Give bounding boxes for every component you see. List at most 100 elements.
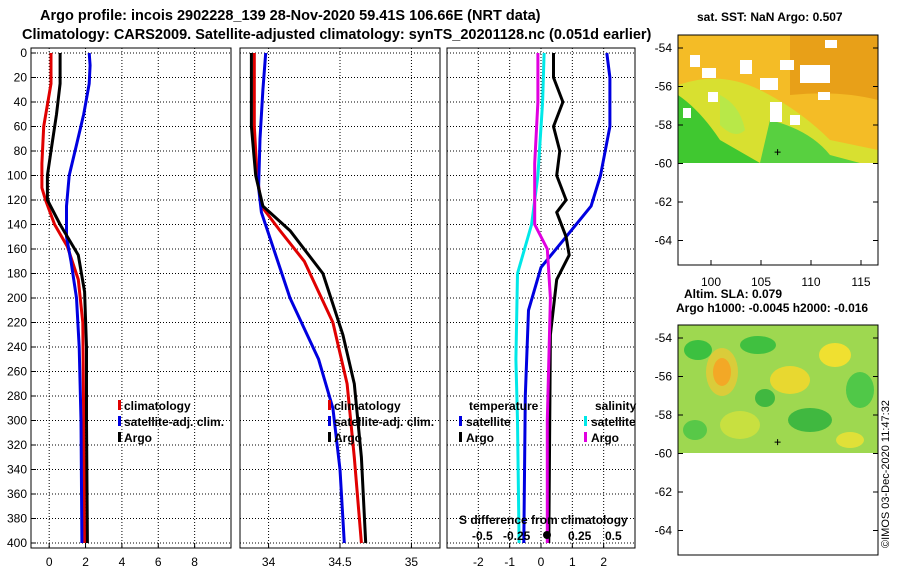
sla-eddy-mid: [720, 411, 760, 439]
x-tick-label: 34.5: [328, 555, 352, 569]
sla-eddy-high: [770, 366, 810, 394]
legend-argo: Argo: [124, 431, 152, 445]
x-tick-label: 6: [155, 555, 162, 569]
legend-sal-satellite: satellite: [591, 415, 636, 429]
legend-swatch-sal-satellite: [584, 416, 587, 426]
depth-tick-label: 220: [7, 316, 27, 330]
lat-tick-label: -64: [655, 234, 673, 248]
legend-swatch-sal-argo: [584, 432, 587, 442]
x-tick-label: 1: [569, 555, 576, 569]
legend-salinity-title: salinity: [595, 399, 637, 413]
depth-tick-label: 320: [7, 438, 27, 452]
depth-tick-label: 140: [7, 218, 27, 232]
x-tick-label: -2: [473, 555, 484, 569]
lat-tick-label: -62: [655, 195, 673, 209]
sst-nan-patch: [790, 115, 800, 125]
temperature-legend: climatology satellite-adj. clim. Argo: [118, 399, 224, 445]
sla-eddy-halo: [706, 348, 738, 396]
depth-tick-label: 160: [7, 242, 27, 256]
depth-tick-label: 120: [7, 193, 27, 207]
x-tick-label: -1: [504, 555, 515, 569]
argo-position-marker: [774, 439, 781, 446]
sst-map: sat. SST: NaN Argo: 0.507 -54 -56 -58 -60 -6…: [655, 10, 879, 289]
series-line-salinity-argo: [533, 53, 552, 543]
sla-eddy-low: [684, 340, 712, 360]
x-tick-label: 8: [191, 555, 198, 569]
lat-tick-label: -58: [655, 408, 673, 422]
legend-satellite: satellite-adj. clim.: [334, 415, 434, 429]
series-line-satellite-adj-clim-: [257, 52, 346, 544]
lat-tick-label: -64: [655, 524, 673, 538]
depth-tick-label: 240: [7, 340, 27, 354]
legend-swatch-climatology: [328, 400, 331, 410]
depth-tick-label: 300: [7, 414, 27, 428]
lat-tick-label: -56: [655, 80, 673, 94]
sst-nan-patch: [708, 92, 718, 102]
sla-eddy-low: [755, 389, 775, 407]
lon-tick-label: 115: [851, 275, 870, 289]
legend-argo: Argo: [334, 431, 362, 445]
sla-eddy-high: [819, 343, 851, 367]
x-tick-label: 2: [600, 555, 607, 569]
x-tick-label: 0: [46, 555, 53, 569]
legend-swatch-temp-satellite: [459, 416, 462, 426]
lat-tick-label: -58: [655, 118, 673, 132]
sdiff-label: S difference from climatology: [459, 513, 628, 527]
legend-swatch-argo: [328, 432, 331, 442]
sst-map-title: sat. SST: NaN Argo: 0.507: [697, 10, 843, 24]
sst-nan-patch: [690, 55, 700, 67]
salinity-legend: climatology satellite-adj. clim. Argo: [328, 399, 434, 445]
sst-nan-patch: [780, 60, 794, 70]
sst-band-green-2: [760, 120, 860, 163]
sla-map-title-2: Argo h1000: -0.0045 h2000: -0.016: [676, 301, 868, 315]
legend-swatch-satellite: [328, 416, 331, 426]
legend-swatch-climatology: [118, 400, 121, 410]
difference-legend: temperature satellite Argo salinity sate…: [459, 399, 637, 543]
sst-nan-patch: [818, 92, 830, 100]
depth-tick-label: 20: [14, 71, 28, 85]
depth-tick-label: 280: [7, 389, 27, 403]
difference-panel: -2 -1 0 1 2 temperature satellite Argo salin…: [446, 47, 637, 569]
sst-nan-patch: [770, 102, 782, 122]
lon-tick-label: 100: [701, 275, 721, 289]
legend-climatology: climatology: [334, 399, 401, 413]
x-tick-label: 0: [538, 555, 545, 569]
sst-nan-patch: [760, 78, 778, 90]
sdiff-zero-marker: [543, 531, 551, 539]
depth-tick-label: 260: [7, 365, 27, 379]
series-line-temperature-satellite: [522, 52, 612, 544]
sdiff-tick-neg-quarter: -0.25: [503, 529, 531, 543]
depth-tick-label: 380: [7, 512, 27, 526]
depth-tick-label: 60: [14, 120, 28, 134]
sdiff-tick-pos-half: 0.5: [605, 529, 622, 543]
depth-tick-label: 340: [7, 463, 27, 477]
sla-map: Altim. SLA: 0.079 Argo h1000: -0.0045 h2…: [655, 287, 879, 556]
x-tick-label: 4: [119, 555, 126, 569]
legend-sal-argo: Argo: [591, 431, 619, 445]
sst-band-green: [678, 95, 760, 163]
sst-nan-patch: [825, 40, 837, 48]
lat-tick-label: -56: [655, 370, 673, 384]
legend-satellite: satellite-adj. clim.: [124, 415, 224, 429]
sla-eddy-low: [740, 336, 776, 354]
sla-map-frame: [677, 324, 879, 556]
credit-stamp: ©IMOS 03-Dec-2020 11:47:32: [880, 400, 892, 548]
salinity-panel: 34 34.5 35 climatology satellite-adj. clim…: [239, 47, 441, 569]
depth-tick-label: 100: [7, 169, 27, 183]
header-line-1: Argo profile: incois 2902228_139 28-Nov-…: [40, 8, 541, 24]
sla-map-title-1: Altim. SLA: 0.079: [684, 287, 782, 301]
legend-swatch-temp-argo: [459, 432, 462, 442]
lat-tick-label: -54: [655, 41, 673, 55]
sdiff-tick-neg-half: -0.5: [472, 529, 493, 543]
sst-nan-patch: [740, 60, 752, 74]
lat-tick-label: -62: [655, 485, 673, 499]
series-line-argo: [45, 53, 89, 544]
lat-tick-label: -54: [655, 331, 673, 345]
series-line-satellite-adj-clim-: [65, 52, 92, 544]
depth-tick-label: 0: [20, 46, 27, 60]
sla-eddy-low: [683, 420, 707, 440]
legend-swatch-satellite: [118, 416, 121, 426]
x-tick-label: 34: [262, 555, 276, 569]
sla-eddy-low: [846, 372, 874, 408]
